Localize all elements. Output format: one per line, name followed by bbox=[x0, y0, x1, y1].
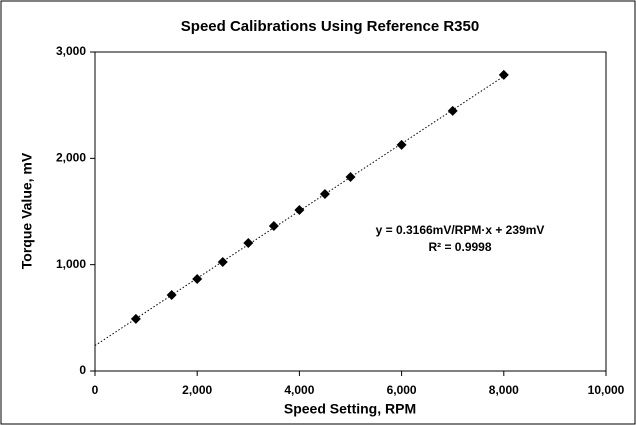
marker bbox=[192, 274, 203, 285]
y-tick-label: 3,000 bbox=[56, 44, 86, 58]
x-tick-label: 8,000 bbox=[489, 383, 519, 397]
marker bbox=[345, 171, 356, 182]
r-squared: R² = 0.9998 bbox=[428, 240, 491, 254]
x-tick-label: 2,000 bbox=[182, 383, 212, 397]
x-axis-label: Speed Setting, RPM bbox=[284, 401, 416, 417]
x-tick-label: 6,000 bbox=[387, 383, 417, 397]
marker bbox=[243, 237, 254, 248]
marker bbox=[130, 313, 141, 324]
y-axis-label: Torque Value, mV bbox=[19, 152, 35, 269]
x-tick-label: 4,000 bbox=[284, 383, 314, 397]
marker bbox=[319, 188, 330, 199]
y-tick-label: 2,000 bbox=[56, 151, 86, 165]
marker bbox=[396, 139, 407, 150]
marker bbox=[217, 257, 228, 268]
x-tick-label: 10,000 bbox=[588, 383, 625, 397]
plot-area bbox=[94, 51, 607, 372]
marker bbox=[268, 220, 279, 231]
marker bbox=[166, 289, 177, 300]
trendline bbox=[94, 75, 505, 347]
marker bbox=[294, 205, 305, 216]
marker bbox=[447, 105, 458, 116]
y-tick-label: 0 bbox=[79, 363, 86, 377]
chart-title: Speed Calibrations Using Reference R350 bbox=[181, 18, 479, 35]
trendline-equation: y = 0.3166mV/RPM·x + 239mV bbox=[376, 223, 545, 237]
y-tick-label: 1,000 bbox=[56, 257, 86, 271]
marker bbox=[498, 69, 509, 80]
x-tick-label: 0 bbox=[92, 383, 99, 397]
